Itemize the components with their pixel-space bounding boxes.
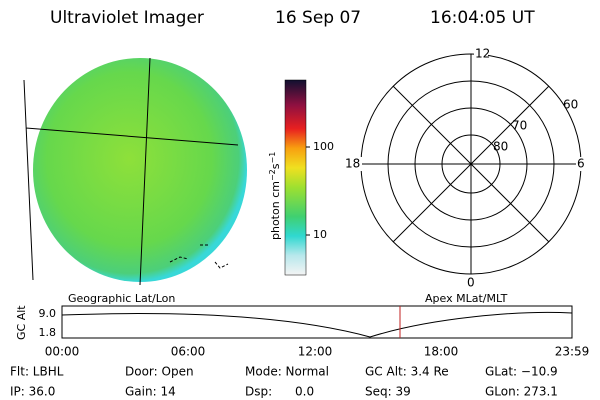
uv-image xyxy=(23,57,247,286)
status-field: Mode: Normal xyxy=(245,365,329,379)
status-field: Seq: 39 xyxy=(365,385,411,399)
colorbar: 100 10 photon cm−2s−1 xyxy=(268,79,334,276)
timeline-x-tick: 00:00 xyxy=(45,345,80,359)
timeline-right-title: Apex MLat/MLT xyxy=(425,292,508,305)
timeline-y-tick: 1.8 xyxy=(39,326,57,339)
timeline-x-tick: 06:00 xyxy=(171,345,206,359)
timeline-left-title: Geographic Lat/Lon xyxy=(68,292,175,305)
lat-label: 60 xyxy=(563,98,578,112)
colorbar-tick: 100 xyxy=(313,140,334,153)
label-part: −2 xyxy=(268,169,277,181)
timeline-y-tick: 9.0 xyxy=(39,307,57,320)
status-field: Dsp: 0.0 xyxy=(245,385,314,399)
status-field: IP: 36.0 xyxy=(10,385,55,399)
timeline-x-tick: 12:00 xyxy=(298,345,333,359)
status-field: Door: Open xyxy=(125,365,194,379)
status-field: GLon: 273.1 xyxy=(485,385,558,399)
title: Ultraviolet Imager xyxy=(50,8,204,28)
label-part: s xyxy=(269,163,282,169)
status-field: Flt: LBHL xyxy=(10,365,64,379)
mlt-label: 12 xyxy=(475,47,490,61)
date: 16 Sep 07 xyxy=(275,8,361,28)
label-part: −1 xyxy=(268,152,277,164)
status-field: GC Alt: 3.4 Re xyxy=(365,365,449,379)
lat-label: 70 xyxy=(512,119,527,133)
polar-plot xyxy=(360,53,582,275)
timeline-x-tick: 18:00 xyxy=(424,345,459,359)
label-part: photon cm xyxy=(269,181,282,240)
status-field: Gain: 14 xyxy=(125,385,176,399)
mlt-label: 18 xyxy=(345,157,360,171)
colorbar-label: photon cm−2s−1 xyxy=(268,152,283,240)
colorbar-tick: 10 xyxy=(313,228,327,241)
mlt-label: 0 xyxy=(467,276,475,290)
status-field: GLat: −10.9 xyxy=(485,365,558,379)
lat-label: 80 xyxy=(493,140,508,154)
timeline-x-tick: 23:59 xyxy=(555,345,590,359)
timeline-plot xyxy=(61,305,573,339)
time: 16:04:05 UT xyxy=(430,8,535,28)
status: Flt: LBHL Door: Open Mode: Normal GC Alt: 3… xyxy=(10,365,558,399)
mlt-label: 6 xyxy=(577,157,585,171)
timeline-y-label: GC Alt xyxy=(15,305,28,340)
